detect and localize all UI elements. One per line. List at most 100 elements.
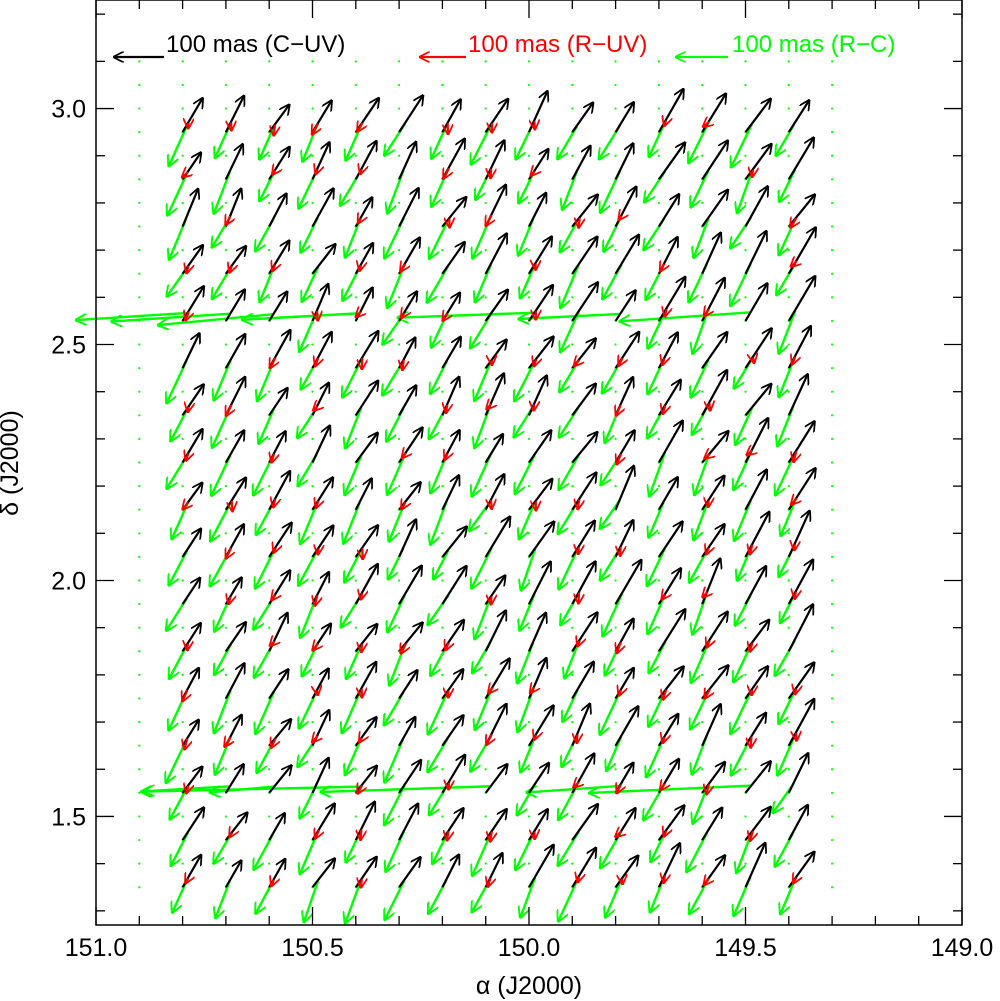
- grid-dot: [571, 201, 574, 205]
- ruv-arrow: [271, 880, 273, 886]
- grid-dot: [831, 508, 834, 511]
- grid-dot: [354, 60, 357, 63]
- cuv-arrow: [181, 808, 204, 841]
- grid-dot: [831, 838, 834, 842]
- cuv-arrow: [701, 665, 728, 700]
- grid-dot: [787, 626, 790, 629]
- cuv-arrow: [484, 809, 507, 841]
- cuv-arrow: [181, 189, 198, 227]
- cuv-arrow: [398, 96, 423, 133]
- cuv-arrow: [398, 717, 415, 747]
- grid-dot: [571, 390, 574, 393]
- grid-dot: [787, 107, 790, 110]
- ruv-arrow: [751, 736, 752, 748]
- grid-dot: [484, 626, 487, 629]
- ruv-arrow: [531, 171, 535, 175]
- ruv-arrow: [790, 218, 796, 228]
- rc-arrow: [649, 501, 665, 537]
- x-tick-label: 151.0: [65, 934, 128, 962]
- cuv-arrow: [528, 337, 553, 369]
- cuv-arrow: [398, 623, 422, 652]
- cuv-arrow: [354, 243, 373, 275]
- grid-dot: [831, 60, 834, 63]
- grid-dot: [787, 201, 790, 205]
- rc-arrow: [385, 879, 406, 919]
- grid-dot: [224, 154, 227, 157]
- grid-dot: [701, 484, 704, 488]
- cuv-arrow: [181, 98, 203, 133]
- grid-dot: [398, 815, 401, 818]
- ruv-arrow: [752, 170, 753, 177]
- grid-dot: [224, 390, 227, 393]
- rc-vector-layer: [76, 121, 797, 923]
- cuv-arrow: [657, 609, 685, 652]
- grid-dot: [484, 343, 487, 346]
- grid-dot: [657, 343, 661, 346]
- cuv-arrow: [354, 662, 376, 700]
- grid-dot: [701, 437, 704, 441]
- grid-dot: [744, 720, 747, 724]
- cuv-arrow: [224, 431, 244, 464]
- cuv-arrow: [744, 418, 769, 463]
- grid-dot: [138, 838, 141, 842]
- ruv-arrow: [706, 785, 708, 795]
- cuv-arrow: [484, 374, 504, 416]
- cuv-arrow: [181, 578, 200, 605]
- grid-dot: [181, 768, 184, 771]
- grid-dot: [744, 579, 747, 582]
- grid-dot: [614, 60, 617, 63]
- grid-dot: [224, 107, 227, 110]
- grid-dot: [484, 815, 487, 818]
- grid-dot: [614, 296, 617, 299]
- grid-dot: [744, 437, 747, 441]
- cuv-arrow: [744, 99, 771, 133]
- ruv-arrow: [358, 219, 360, 224]
- ruv-arrow: [579, 218, 580, 228]
- grid-dot: [268, 579, 271, 582]
- grid-dot: [527, 673, 531, 676]
- grid-dot: [527, 532, 531, 535]
- grid-dot: [484, 484, 487, 488]
- grid-dot: [571, 83, 574, 87]
- cuv-arrow: [787, 560, 813, 605]
- cuv-arrow: [528, 479, 552, 511]
- rc-arrow: [731, 690, 753, 734]
- grid-dot: [701, 343, 704, 346]
- ruv-arrow: [663, 737, 665, 743]
- cuv-arrow: [268, 613, 287, 652]
- cuv-arrow: [787, 100, 809, 133]
- grid-dot: [571, 532, 574, 535]
- grid-dot: [181, 201, 184, 205]
- cuv-arrow: [787, 374, 808, 416]
- grid-dot: [484, 390, 487, 393]
- grid-dot: [311, 815, 314, 818]
- grid-dot: [441, 532, 444, 535]
- ruv-arrow: [663, 406, 665, 414]
- grid-dot: [268, 296, 271, 299]
- grid-dot: [527, 579, 531, 582]
- grid-dot: [831, 720, 834, 724]
- grid-dot: [787, 296, 790, 299]
- grid-dot: [527, 60, 531, 63]
- grid-dot: [138, 720, 141, 724]
- grid-dot: [744, 532, 747, 535]
- ruv-arrow: [361, 879, 362, 887]
- grid-dot: [181, 437, 184, 441]
- ruv-arrow: [356, 312, 361, 317]
- grid-dot: [701, 60, 704, 63]
- rc-arrow: [472, 832, 493, 876]
- cuv-arrow: [181, 429, 203, 464]
- grid-dot: [831, 107, 834, 110]
- grid-dot: [181, 579, 184, 582]
- grid-dot: [138, 650, 141, 653]
- cuv-arrow: [571, 613, 597, 652]
- grid-dot: [701, 201, 704, 205]
- cuv-arrow: [657, 194, 679, 228]
- grid-dot: [311, 437, 314, 441]
- legend-label-cuv: 100 mas (C−UV): [166, 31, 345, 58]
- grid-dot: [181, 83, 184, 87]
- grid-dot: [484, 673, 487, 676]
- grid-dot: [744, 60, 747, 63]
- grid-dot: [138, 154, 141, 157]
- legend-label-rc: 100 mas (R−C): [732, 31, 895, 58]
